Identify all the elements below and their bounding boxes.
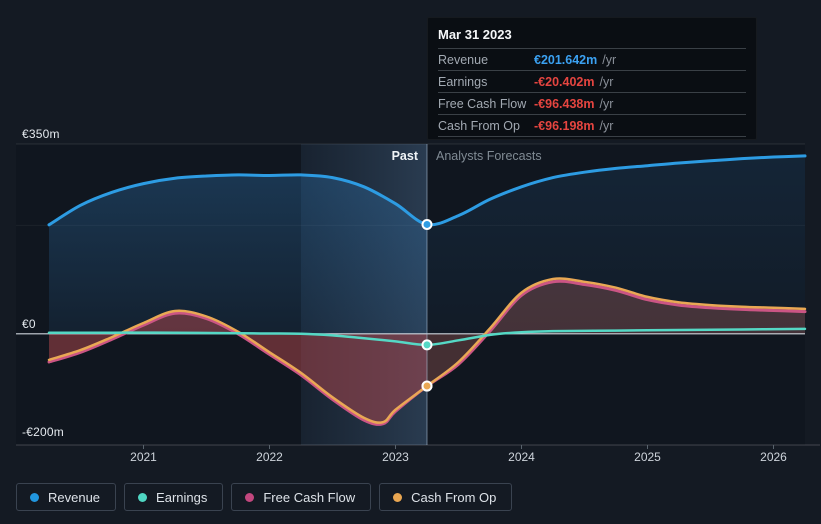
series-line-earnings	[47, 327, 807, 347]
revenue-area-past	[49, 174, 427, 334]
x-tick-label: 2025	[634, 450, 661, 464]
legend-label: Revenue	[48, 489, 101, 505]
tooltip-row-revenue: Revenue €201.642m /yr	[438, 48, 746, 70]
cashflow-area-past	[49, 310, 427, 423]
x-tick-label: 2026	[760, 450, 787, 464]
analysts-forecasts-zone-label: Analysts Forecasts	[436, 149, 542, 163]
x-tick-label: 2021	[130, 450, 157, 464]
x-tick-label: 2024	[508, 450, 535, 464]
earnings-dot-icon	[138, 492, 148, 502]
tooltip-row-value: -€20.402m	[534, 74, 595, 89]
tooltip-row-label: Cash From Op	[438, 118, 520, 133]
tooltip-row-suffix: /yr	[602, 52, 617, 67]
tooltip-row-label: Earnings	[438, 74, 488, 89]
tooltip-row-suffix: /yr	[599, 118, 614, 133]
chart-legend: Revenue Earnings Free Cash Flow Cash Fro…	[16, 483, 513, 511]
series-line-cash-from-op	[47, 277, 807, 424]
y-axis-label-350: €350m	[22, 127, 60, 141]
y-axis-label-0: €0	[22, 316, 36, 331]
tooltip-date-title: Mar 31 2023	[438, 27, 512, 42]
revenue-area-forecast	[427, 155, 805, 334]
cash-from-op-dot-icon	[393, 492, 403, 502]
legend-label: Free Cash Flow	[263, 489, 356, 505]
legend-item-cash-from-op[interactable]: Cash From Op	[379, 483, 513, 511]
tooltip-row-value: -€96.198m	[534, 118, 595, 133]
data-point-marker-cash-from-op[interactable]	[421, 380, 433, 392]
x-tick-label: 2023	[382, 450, 409, 464]
tooltip-row-value: €201.642m	[534, 52, 598, 67]
free-cash-flow-dot-icon	[245, 492, 255, 502]
tooltip-row-suffix: /yr	[599, 96, 614, 111]
revenue-dot-icon	[30, 492, 39, 502]
tooltip-row-free-cash-flow: Free Cash Flow -€96.438m /yr	[438, 92, 746, 114]
tooltip-row-suffix: /yr	[599, 74, 614, 89]
legend-item-revenue[interactable]: Revenue	[16, 483, 117, 511]
legend-item-earnings[interactable]: Earnings	[124, 483, 224, 511]
legend-label: Cash From Op	[411, 489, 497, 505]
x-tick-label: 2022	[256, 450, 283, 464]
data-point-marker-revenue[interactable]	[421, 218, 433, 230]
tooltip-row-cash-from-op: Cash From Op -€96.198m /yr	[438, 114, 746, 137]
chart-tooltip: Mar 31 2023 Revenue €201.642m /yr Earnin…	[427, 17, 757, 140]
data-point-marker-earnings[interactable]	[421, 339, 433, 351]
legend-item-free-cash-flow[interactable]: Free Cash Flow	[231, 483, 372, 511]
tooltip-row-label: Revenue	[438, 52, 489, 67]
tooltip-row-value: -€96.438m	[534, 96, 595, 111]
y-axis-label-neg200: -€200m	[22, 425, 64, 440]
tooltip-row-earnings: Earnings -€20.402m /yr	[438, 70, 746, 92]
past-zone-label: Past	[391, 149, 418, 163]
tooltip-row-label: Free Cash Flow	[438, 96, 527, 111]
legend-label: Earnings	[156, 489, 208, 505]
